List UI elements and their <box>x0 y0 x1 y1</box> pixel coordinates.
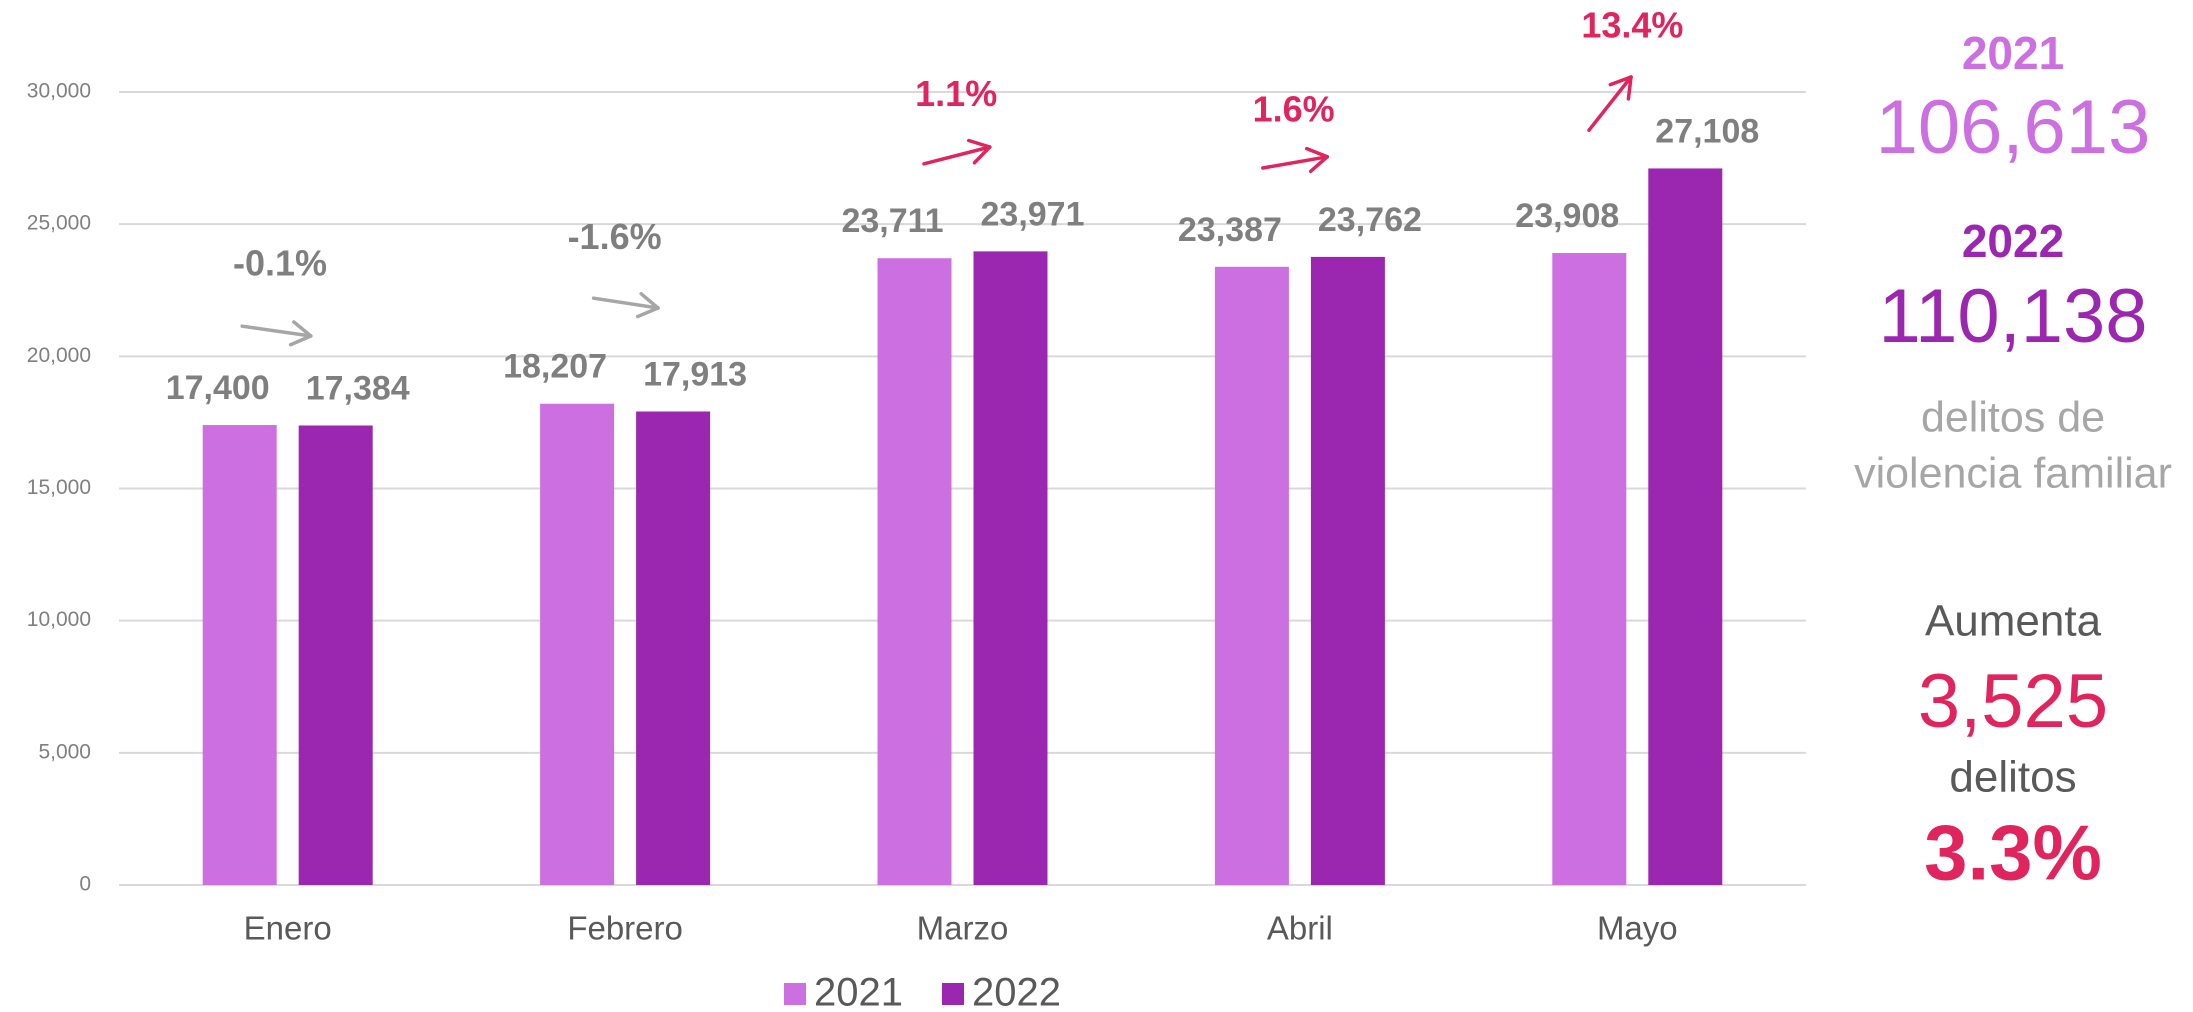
legend-swatch <box>784 983 806 1005</box>
value-label: 17,913 <box>643 355 747 393</box>
x-tick-label: Marzo <box>917 910 1009 947</box>
bar <box>1552 253 1627 885</box>
y-tick-label: 5,000 <box>38 740 91 763</box>
change-arrow-head <box>288 334 313 347</box>
y-tick-label: 15,000 <box>27 476 91 499</box>
x-tick-label: Enero <box>244 910 332 947</box>
total-a: 106,613 <box>1876 85 2151 170</box>
legend-label: 2022 <box>972 971 1061 1012</box>
caption: delitos de <box>1921 393 2105 441</box>
increase-unit: delitos <box>1949 753 2076 802</box>
bar <box>973 251 1048 885</box>
change-arrow-head <box>639 292 660 310</box>
y-tick-label: 25,000 <box>27 212 91 235</box>
bar <box>1310 256 1385 886</box>
value-label: 23,762 <box>1318 201 1422 239</box>
legend-label: 2021 <box>814 971 903 1012</box>
change-arrow-head <box>967 138 992 149</box>
increase-label: Aumenta <box>1925 597 2102 646</box>
change-arrow-head <box>1608 75 1633 87</box>
change-arrow <box>1587 75 1633 132</box>
value-label: 18,207 <box>503 348 607 386</box>
legend-swatch <box>942 983 964 1005</box>
summary-panel: 2021 106,613 2022 110,138 delitos de vio… <box>1854 27 2172 896</box>
bar <box>1214 266 1289 886</box>
value-label: 23,711 <box>841 202 943 240</box>
x-tick-label: Febrero <box>567 910 683 947</box>
change-label: 13.4% <box>1581 5 1683 46</box>
y-tick-label: 20,000 <box>27 344 91 367</box>
x-tick-label: Mayo <box>1597 910 1678 947</box>
y-tick-label: 0 <box>79 873 91 896</box>
change-arrow-head <box>635 306 660 319</box>
change-arrow <box>591 296 660 310</box>
change-arrow-head <box>292 320 313 338</box>
total-b: 110,138 <box>1878 274 2147 359</box>
change-arrow-head <box>1305 146 1329 159</box>
change-label: -0.1% <box>233 243 327 284</box>
value-label: 27,108 <box>1655 112 1759 150</box>
change-arrow <box>240 324 313 338</box>
bar <box>1648 168 1723 886</box>
increase: 3,525 <box>1918 659 2108 744</box>
value-label: 23,387 <box>1178 211 1282 249</box>
change-label: -1.6% <box>568 216 662 257</box>
change-arrow-head <box>1626 75 1633 101</box>
year-b: 2022 <box>1962 215 2064 267</box>
change-arrow <box>922 145 992 166</box>
x-tick-label: Abril <box>1267 910 1333 947</box>
y-tick-label: 10,000 <box>27 608 91 631</box>
caption: violencia familiar <box>1854 449 2172 497</box>
value-label: 23,908 <box>1515 197 1619 235</box>
bar <box>636 411 711 885</box>
change-arrow-head <box>972 145 992 165</box>
bar <box>540 403 615 885</box>
change-arrow-head <box>1308 155 1329 174</box>
bar <box>298 425 373 885</box>
year-a: 2021 <box>1962 27 2064 79</box>
value-label: 17,400 <box>166 369 270 407</box>
bar <box>877 258 952 885</box>
bar <box>202 425 277 885</box>
change-arrow <box>1261 155 1329 170</box>
value-label: 17,384 <box>306 369 410 407</box>
change-label: 1.1% <box>915 73 997 114</box>
value-label: 23,971 <box>981 195 1085 233</box>
percent: 3.3% <box>1924 809 2102 897</box>
change-label: 1.6% <box>1253 89 1335 130</box>
y-tick-label: 30,000 <box>27 80 91 103</box>
